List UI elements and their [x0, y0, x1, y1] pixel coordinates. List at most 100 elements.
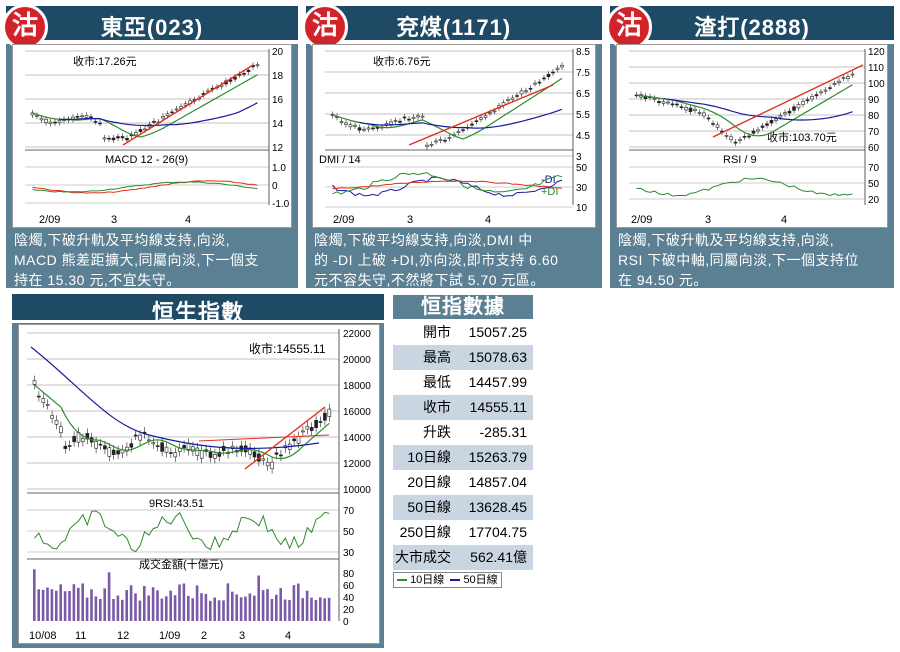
rsi-tick: 70: [343, 506, 355, 517]
lower-y-tick: 10: [576, 203, 588, 214]
candle: [103, 445, 107, 450]
candle: [560, 64, 564, 68]
candle: [53, 121, 57, 124]
volume-bar: [63, 591, 67, 621]
volume-bar: [270, 598, 274, 621]
candle: [742, 136, 747, 138]
trend-line: [122, 64, 254, 146]
candle: [398, 120, 402, 123]
volume-bar: [151, 587, 155, 621]
candle: [443, 139, 447, 142]
lower-y-tick: 1.0: [272, 163, 286, 174]
volume-bar: [160, 598, 164, 621]
candle: [179, 105, 183, 109]
y-tick: 90: [868, 95, 880, 106]
candle: [657, 101, 661, 104]
x-tick: 10/08: [29, 630, 57, 642]
row-label: 20日線: [407, 474, 451, 490]
candle: [470, 123, 474, 126]
candle: [213, 454, 217, 459]
volume-bar: [217, 600, 221, 621]
candle: [155, 445, 160, 448]
candle: [697, 112, 702, 114]
volume-bar: [253, 595, 256, 621]
candle: [37, 395, 41, 398]
candle: [72, 436, 76, 443]
y-tick: 110: [868, 63, 884, 74]
candle: [339, 121, 344, 123]
ma50-line: [663, 98, 853, 121]
indicator-line: [332, 180, 563, 189]
candle: [546, 73, 551, 78]
candle: [255, 64, 260, 67]
volume-bar: [99, 599, 102, 621]
x-tick: 3: [239, 630, 245, 642]
table-title: 恒指數據: [393, 295, 533, 319]
candle: [35, 115, 39, 117]
y-tick: 60: [868, 143, 880, 154]
hsi-data-table: 恒指數據 開市 15057.25 最高 15078.63 最低 14457.99 收市 145…: [393, 295, 533, 570]
row-label: 升跌: [423, 424, 451, 440]
volume-bar: [231, 591, 234, 621]
candle: [416, 115, 420, 118]
volume-bar: [182, 583, 186, 621]
candle: [39, 117, 44, 121]
x-tick: 1/09: [159, 630, 180, 642]
candle: [729, 136, 733, 141]
candle: [233, 76, 237, 80]
candle: [85, 433, 90, 440]
candle: [182, 445, 186, 449]
candle: [652, 98, 657, 100]
candle: [246, 69, 251, 72]
row-value: 17704.75: [468, 524, 527, 540]
candle: [129, 443, 134, 448]
volume-label: 成交金額(十億元): [139, 557, 223, 571]
candle: [371, 127, 375, 130]
candle: [519, 90, 524, 95]
row-label: 250日線: [399, 524, 451, 540]
indicator-line: [332, 172, 563, 195]
x-tick: 3: [705, 214, 711, 226]
candle: [702, 112, 706, 117]
candle: [684, 107, 688, 111]
analysis-line: 陰燭,下破升軌及平均線支持,向淡,: [618, 232, 835, 248]
ma50-swatch: [450, 579, 461, 582]
rsi-tick: 30: [343, 548, 355, 559]
x-tick: 2: [201, 630, 207, 642]
volume-bar: [147, 595, 150, 621]
candle: [274, 452, 279, 455]
volume-bar: [55, 590, 58, 621]
y-tick: 18000: [343, 381, 371, 392]
volume-bar: [173, 595, 177, 621]
y-tick: 14: [272, 119, 284, 130]
y-tick: 12: [272, 143, 284, 154]
candle: [111, 137, 116, 141]
candle: [796, 104, 801, 109]
volume-bar: [68, 591, 71, 621]
candle: [242, 73, 246, 75]
candle: [555, 67, 560, 70]
volume-bar: [200, 593, 203, 621]
candle: [792, 106, 796, 111]
analysis-line: MACD 熊差距擴大,同屬向淡,下一個支: [14, 252, 259, 268]
row-label: 10日線: [407, 449, 451, 465]
candle: [217, 452, 222, 457]
candle: [348, 124, 353, 128]
stock-title: 兗煤(1171): [396, 15, 512, 40]
sell-badge-icon: 沽: [2, 4, 48, 50]
candle: [138, 129, 143, 132]
volume-tick: 80: [343, 569, 355, 580]
candle: [98, 443, 103, 446]
candle: [828, 87, 832, 89]
volume-tick: 40: [343, 593, 355, 604]
candle: [524, 90, 528, 93]
candle: [32, 380, 37, 385]
candle: [679, 106, 684, 108]
candle: [165, 113, 170, 116]
ma10-line: [34, 384, 330, 460]
candle: [537, 81, 542, 84]
ma50-line: [359, 108, 563, 129]
candle: [169, 452, 173, 454]
candle: [850, 73, 855, 76]
candle: [434, 140, 438, 143]
